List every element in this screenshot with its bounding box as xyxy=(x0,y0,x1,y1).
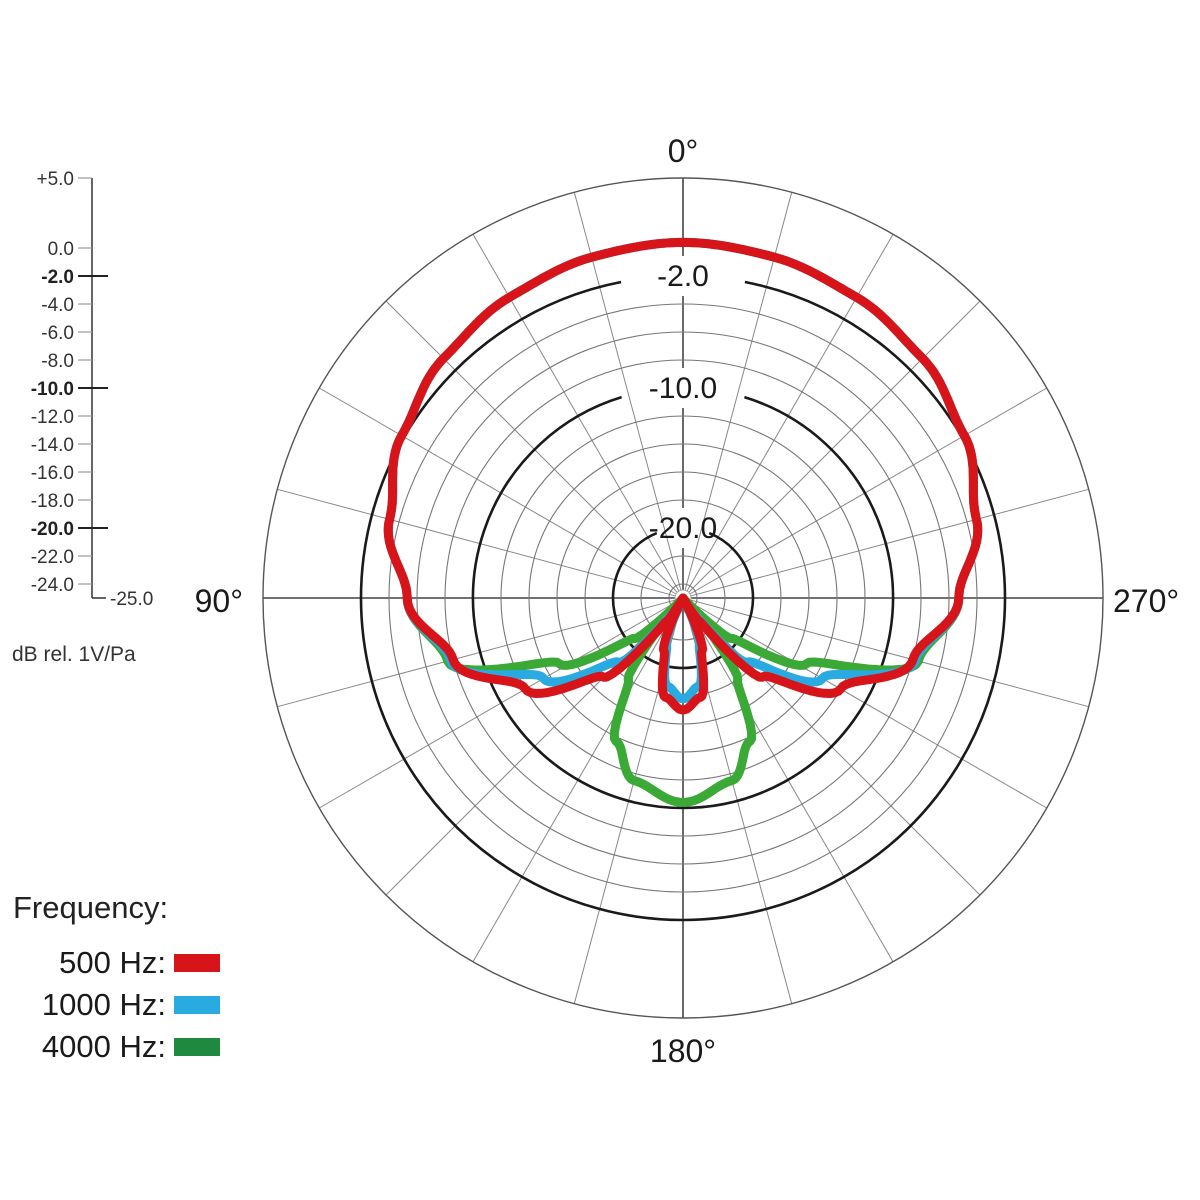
spoke-line xyxy=(277,599,676,708)
ring-major xyxy=(471,395,895,810)
scale-tick-label: -12.0 xyxy=(31,407,74,428)
legend-swatch xyxy=(174,1038,220,1056)
angle-label-180: 180° xyxy=(650,1033,716,1069)
ring-circle xyxy=(500,415,866,781)
scale-tick-label: -16.0 xyxy=(31,463,74,484)
ring-major xyxy=(611,531,755,670)
scale-tick-label: -10.0 xyxy=(31,379,74,400)
ring-label: -20.0 xyxy=(649,512,717,545)
ring-circle xyxy=(388,303,978,893)
legend-swatch xyxy=(174,996,220,1014)
angle-label-90: 90° xyxy=(195,583,243,619)
ring-circle xyxy=(640,555,726,641)
angle-label-270: 270° xyxy=(1113,583,1179,619)
scale-tick-label: -14.0 xyxy=(31,435,74,456)
spoke-line xyxy=(690,488,1089,597)
scale-tick-label: -24.0 xyxy=(31,575,74,596)
outer-ring xyxy=(262,177,1104,1019)
unit-label: dB rel. 1V/Pa xyxy=(12,643,136,666)
legend-item-4000hz: 4000 Hz: xyxy=(42,1029,220,1065)
ring-circle xyxy=(556,471,810,725)
scale-tick-label: -6.0 xyxy=(41,323,74,344)
scale-tick-label: -4.0 xyxy=(41,295,74,316)
ring-label: -2.0 xyxy=(657,260,709,293)
scale-tick-label: 0.0 xyxy=(48,239,74,260)
scale-tick-label: +5.0 xyxy=(36,169,74,190)
ring-label-bg xyxy=(682,508,684,548)
scale-tick-label: -2.0 xyxy=(41,267,74,288)
spoke-line xyxy=(319,601,677,809)
spoke-line xyxy=(277,488,676,597)
legend-swatch xyxy=(174,954,220,972)
spoke-line xyxy=(385,300,678,593)
spoke-line xyxy=(690,599,1089,708)
scale-tick-label: -18.0 xyxy=(31,491,74,512)
ring-circle xyxy=(444,359,922,837)
scale-tick-label: -22.0 xyxy=(31,547,74,568)
spoke-line xyxy=(472,604,680,962)
legend-item-1000hz: 1000 Hz: xyxy=(42,987,220,1023)
ring-circle xyxy=(668,583,698,613)
spoke-line xyxy=(319,387,677,595)
spoke-line xyxy=(686,604,894,962)
legend-title: Frequency: xyxy=(13,890,169,925)
legend-item-500hz: 500 Hz: xyxy=(59,945,220,981)
angle-label-0: 0° xyxy=(668,133,699,169)
ring-circle xyxy=(528,443,838,753)
legend-label: 500 Hz: xyxy=(59,945,166,980)
ring-label: -10.0 xyxy=(649,372,717,405)
scale-tick-label: -8.0 xyxy=(41,351,74,372)
polar-curve-500hz xyxy=(383,237,983,715)
legend-label: 4000 Hz: xyxy=(41,1029,166,1064)
scale-tick-label: -25.0 xyxy=(110,589,153,610)
angle-labels: 0° 90° 180° 270° xyxy=(195,133,1180,1069)
db-scale-axis: +5.0 0.0 -2.0 -4.0 -6.0 -8.0 -10.0 -12.0 -14.0 -1… xyxy=(31,169,154,610)
spoke-line xyxy=(689,601,1047,809)
ring-circle xyxy=(416,331,950,865)
ring-label-bg xyxy=(682,368,684,408)
legend-label: 1000 Hz: xyxy=(41,987,166,1022)
spoke-line xyxy=(688,300,981,593)
spoke-line xyxy=(689,387,1047,595)
scale-tick-label: -20.0 xyxy=(31,519,74,540)
polar-curves xyxy=(383,237,983,807)
ring-label-bg xyxy=(682,256,684,296)
